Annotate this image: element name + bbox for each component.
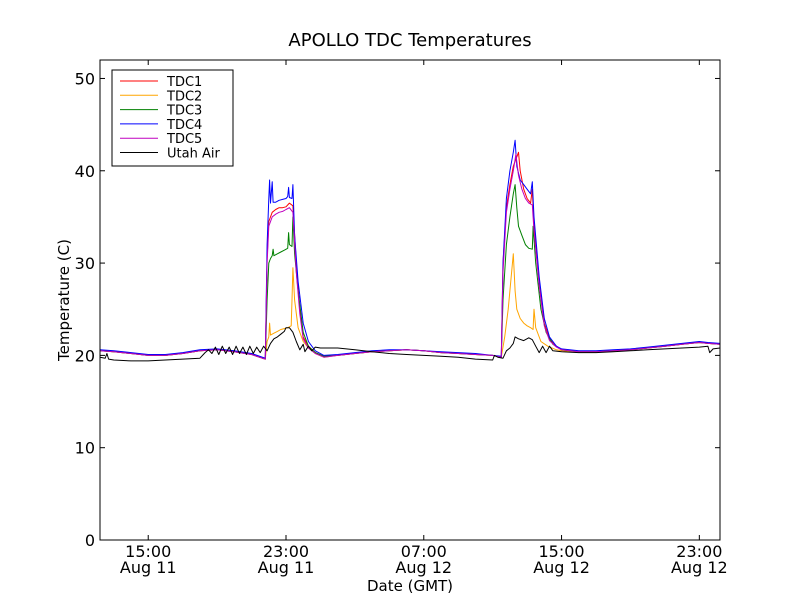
- y-tick-label: 30: [75, 254, 95, 273]
- series-line-tdc5: [99, 153, 721, 360]
- y-tick-label: 50: [75, 69, 95, 88]
- x-tick-label-time: 15:00: [125, 542, 171, 561]
- y-axis-label: Temperature (C): [55, 239, 73, 362]
- y-tick-label: 40: [75, 162, 95, 181]
- chart-title: APOLLO TDC Temperatures: [288, 30, 531, 51]
- legend-label: TDC4: [166, 118, 202, 133]
- x-tick-label-time: 23:00: [676, 542, 722, 561]
- legend-label: TDC2: [166, 89, 202, 104]
- x-tick-label-date: Aug 11: [120, 558, 177, 577]
- legend-label: TDC5: [166, 132, 202, 147]
- y-tick-label: 0: [85, 531, 95, 550]
- legend-label: Utah Air: [167, 147, 220, 162]
- x-tick-label-time: 23:00: [263, 542, 309, 561]
- legend-box: [111, 69, 234, 167]
- series-line-utah-air: [99, 327, 721, 362]
- y-axis-ticks: 0 10 20 30 40 50: [75, 69, 720, 550]
- x-tick-label-date: Aug 12: [395, 558, 452, 577]
- x-tick-label-time: 07:00: [401, 542, 447, 561]
- series-lines: [99, 139, 721, 362]
- x-tick-label-date: Aug 12: [533, 558, 590, 577]
- y-tick-label: 10: [75, 439, 95, 458]
- x-tick-label-date: Aug 12: [671, 558, 728, 577]
- plot-frame-border: [99, 59, 721, 541]
- legend-label: TDC3: [166, 104, 202, 119]
- legend-label: TDC1: [166, 75, 202, 90]
- x-tick-label-time: 15:00: [539, 542, 585, 561]
- x-tick-label-date: Aug 11: [258, 558, 315, 577]
- series-line-tdc4: [99, 139, 721, 359]
- y-tick-label: 20: [75, 346, 95, 365]
- x-axis-label: Date (GMT): [367, 577, 453, 595]
